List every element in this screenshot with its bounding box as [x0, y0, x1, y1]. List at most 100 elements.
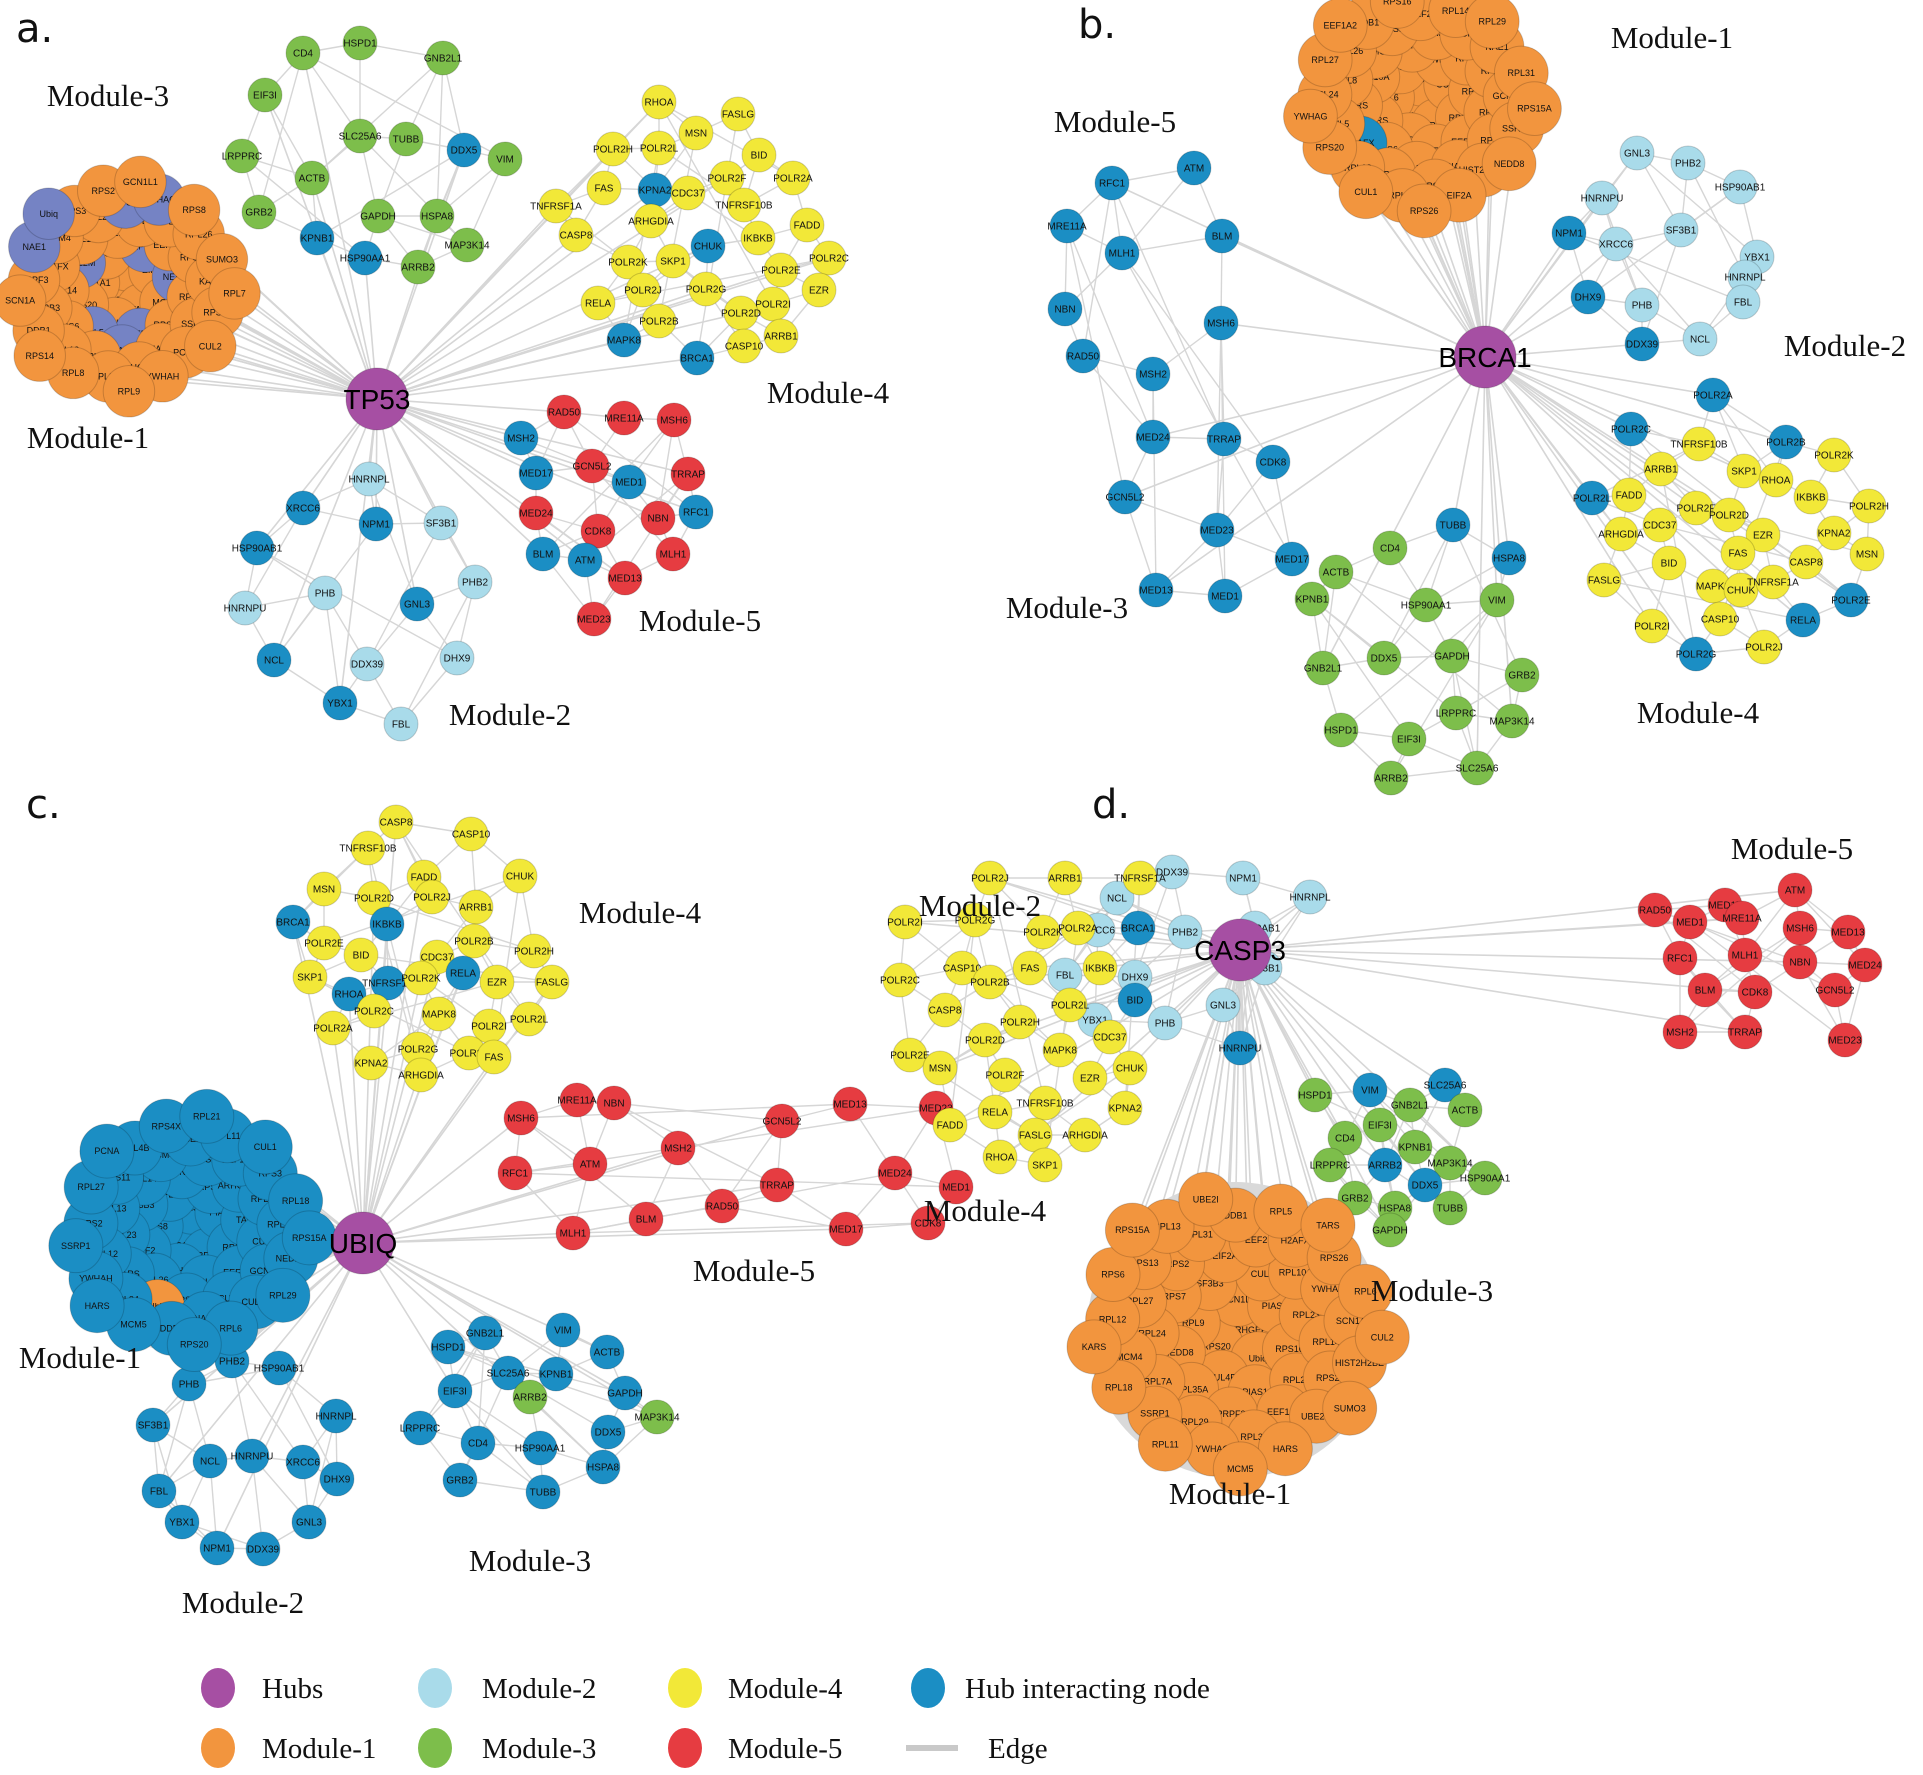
- node-GAPDH[interactable]: GAPDH: [607, 1375, 643, 1411]
- node-GAPDH[interactable]: GAPDH: [360, 198, 396, 234]
- node-SKP1[interactable]: SKP1: [292, 959, 328, 995]
- node-CDK8[interactable]: CDK8: [1255, 444, 1291, 480]
- node-RAD50[interactable]: RAD50: [546, 394, 582, 430]
- node-DDX5[interactable]: DDX5: [1366, 640, 1402, 676]
- node-CD4[interactable]: CD4: [285, 35, 321, 71]
- node-GNL3[interactable]: GNL3: [291, 1504, 327, 1540]
- node-ARRB1[interactable]: ARRB1: [1047, 860, 1083, 896]
- node-FBL[interactable]: FBL: [1047, 957, 1083, 993]
- node-ATM[interactable]: ATM: [572, 1146, 608, 1182]
- node-ARRB2[interactable]: ARRB2: [512, 1379, 548, 1415]
- node-SUMO3[interactable]: SUMO3: [1322, 1380, 1378, 1436]
- node-NBN[interactable]: NBN: [1782, 944, 1818, 980]
- node-Ubiq[interactable]: Ubiq: [22, 187, 75, 240]
- node-BID[interactable]: BID: [343, 937, 379, 973]
- node-ARRB1[interactable]: ARRB1: [1643, 451, 1679, 487]
- node-MRE11A[interactable]: MRE11A: [604, 400, 644, 436]
- node-BID[interactable]: BID: [1651, 545, 1687, 581]
- node-XRCC6[interactable]: XRCC6: [285, 1444, 321, 1480]
- node-DDX5[interactable]: DDX5: [590, 1414, 626, 1450]
- node-RELA[interactable]: RELA: [1785, 602, 1821, 638]
- node-TRRAP[interactable]: TRRAP: [670, 456, 706, 492]
- node-POLR2H[interactable]: POLR2H: [593, 131, 633, 167]
- node-ARHGDIA[interactable]: ARHGDIA: [398, 1057, 444, 1093]
- node-MSN[interactable]: MSN: [306, 871, 342, 907]
- node-TNFRSF10B[interactable]: TNFRSF10B: [1016, 1085, 1074, 1121]
- node-FAS[interactable]: FAS: [1720, 535, 1756, 571]
- node-POLR2L[interactable]: POLR2L: [1573, 480, 1612, 516]
- node-CASP8[interactable]: CASP8: [927, 992, 963, 1028]
- node-IKBKB[interactable]: IKBKB: [1082, 950, 1118, 986]
- node-POLR2G[interactable]: POLR2G: [1676, 636, 1717, 672]
- node-RAD50[interactable]: RAD50: [1637, 892, 1673, 928]
- node-MED17[interactable]: MED17: [518, 455, 554, 491]
- node-MSH2[interactable]: MSH2: [1662, 1014, 1698, 1050]
- node-MSN[interactable]: MSN: [922, 1050, 958, 1086]
- node-KARS[interactable]: KARS: [1066, 1319, 1122, 1375]
- node-EZR[interactable]: EZR: [479, 964, 515, 1000]
- node-BID[interactable]: BID: [741, 137, 777, 173]
- node-PHB2[interactable]: PHB2: [1670, 145, 1706, 181]
- node-EIF3I[interactable]: EIF3I: [437, 1373, 473, 1409]
- node-BLM[interactable]: BLM: [525, 536, 561, 572]
- node-GNL3[interactable]: GNL3: [399, 586, 435, 622]
- node-ARHGDIA[interactable]: ARHGDIA: [1598, 516, 1644, 552]
- node-RPL5[interactable]: RPL5: [1253, 1183, 1309, 1239]
- node-FBL[interactable]: FBL: [141, 1473, 177, 1509]
- node-PCNA[interactable]: PCNA: [79, 1123, 135, 1179]
- node-FADD[interactable]: FADD: [789, 207, 825, 243]
- node-SKP1[interactable]: SKP1: [655, 243, 691, 279]
- node-FAS[interactable]: FAS: [476, 1039, 512, 1075]
- node-XRCC6[interactable]: XRCC6: [1598, 226, 1634, 262]
- node-BLM[interactable]: BLM: [628, 1201, 664, 1237]
- node-VIM[interactable]: VIM: [1479, 582, 1515, 618]
- node-IKBKB[interactable]: IKBKB: [369, 906, 405, 942]
- node-MRE11A[interactable]: MRE11A: [557, 1082, 597, 1118]
- node-CUL1[interactable]: CUL1: [1338, 164, 1394, 220]
- node-EIF3I[interactable]: EIF3I: [1391, 721, 1427, 757]
- node-POLR2H[interactable]: POLR2H: [1000, 1004, 1040, 1040]
- node-CDC37[interactable]: CDC37: [1642, 507, 1678, 543]
- node-VIM[interactable]: VIM: [545, 1312, 581, 1348]
- node-HSPD1[interactable]: HSPD1: [430, 1329, 466, 1365]
- node-DDX39[interactable]: DDX39: [245, 1531, 281, 1567]
- node-CASP10[interactable]: CASP10: [1701, 601, 1740, 637]
- node-MED24[interactable]: MED24: [1847, 947, 1883, 983]
- node-FADD[interactable]: FADD: [932, 1107, 968, 1143]
- node-GNL3[interactable]: GNL3: [1619, 135, 1655, 171]
- node-MED13[interactable]: MED13: [1138, 572, 1174, 608]
- node-EIF3I[interactable]: EIF3I: [1362, 1107, 1398, 1143]
- node-TUBB[interactable]: TUBB: [1432, 1190, 1468, 1226]
- node-EZR[interactable]: EZR: [1072, 1060, 1108, 1096]
- node-TUBB[interactable]: TUBB: [388, 121, 424, 157]
- node-HARS[interactable]: HARS: [69, 1278, 125, 1334]
- node-POLR2D[interactable]: POLR2D: [965, 1022, 1005, 1058]
- node-MCM5[interactable]: MCM5: [1212, 1441, 1268, 1497]
- node-CASP8[interactable]: CASP8: [1788, 544, 1824, 580]
- node-MLH1[interactable]: MLH1: [1727, 937, 1763, 973]
- node-DHX9[interactable]: DHX9: [1570, 279, 1606, 315]
- node-RELA[interactable]: RELA: [977, 1094, 1013, 1130]
- node-TRRAP[interactable]: TRRAP: [1727, 1014, 1763, 1050]
- node-RFC1[interactable]: RFC1: [678, 494, 714, 530]
- node-BLM[interactable]: BLM: [1687, 972, 1723, 1008]
- node-CHUK[interactable]: CHUK: [502, 858, 538, 894]
- node-RPS14[interactable]: RPS14: [13, 329, 66, 382]
- node-CD4[interactable]: CD4: [460, 1425, 496, 1461]
- node-HSPD1[interactable]: HSPD1: [1323, 712, 1359, 748]
- node-MAP3K14[interactable]: MAP3K14: [1489, 703, 1535, 739]
- node-BRCA1[interactable]: BRCA1: [275, 904, 311, 940]
- node-GRB2[interactable]: GRB2: [1504, 657, 1540, 693]
- node-ARRB1[interactable]: ARRB1: [763, 318, 799, 354]
- node-HNRNPL[interactable]: HNRNPL: [348, 461, 390, 497]
- node-MAPK8[interactable]: MAPK8: [606, 322, 642, 358]
- node-SF3B1[interactable]: SF3B1: [1663, 212, 1699, 248]
- node-MAPK8[interactable]: MAPK8: [1042, 1032, 1078, 1068]
- node-MED24[interactable]: MED24: [1135, 419, 1171, 455]
- node-PHB[interactable]: PHB: [1624, 287, 1660, 323]
- node-RPS26[interactable]: RPS26: [1396, 183, 1452, 239]
- node-RPS20[interactable]: RPS20: [166, 1317, 222, 1373]
- node-TARS[interactable]: TARS: [1300, 1197, 1356, 1253]
- node-POLR2B[interactable]: POLR2B: [1766, 424, 1806, 460]
- node-RELA[interactable]: RELA: [580, 285, 616, 321]
